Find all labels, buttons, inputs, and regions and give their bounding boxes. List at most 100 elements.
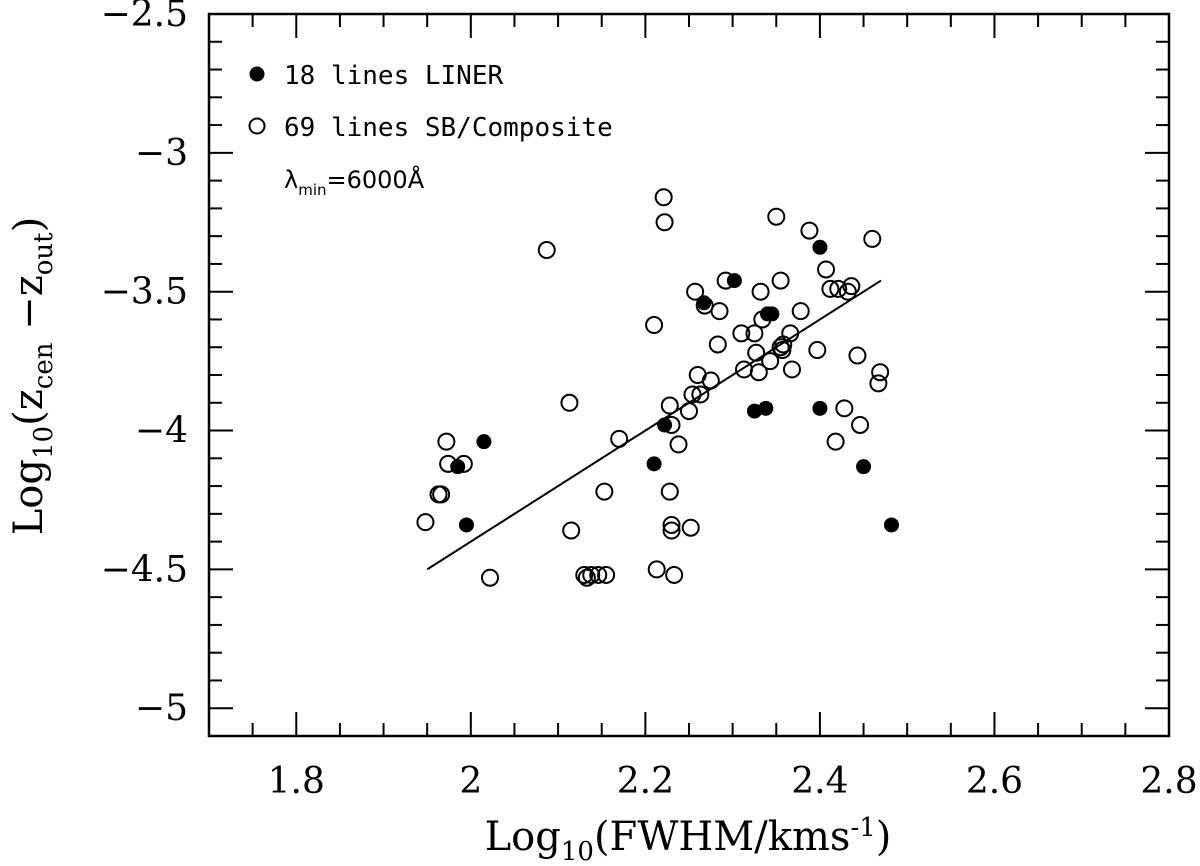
- sb-composite-point: [771, 271, 790, 290]
- sb-composite-point: [751, 282, 770, 301]
- y-title-prefix: Log: [6, 459, 52, 535]
- sb-composite-point: [732, 324, 751, 343]
- liner-point: [812, 400, 828, 416]
- y-title-subscript: 10: [29, 426, 59, 459]
- sb-composite-point: [747, 343, 766, 362]
- sb-composite-point: [871, 363, 890, 382]
- y-tick-label: −4.5: [101, 549, 188, 590]
- sb-composite-point: [695, 296, 714, 315]
- sb-composite-point: [761, 352, 780, 371]
- y-tick-label: −3: [135, 133, 188, 174]
- sb-composite-point: [683, 385, 702, 404]
- sb-composite-point: [838, 282, 857, 301]
- sb-composite-point: [851, 415, 870, 434]
- sb-composite-point: [595, 482, 614, 501]
- axis-ticks: [209, 13, 1170, 736]
- y-axis-title: Log10(zcen −zout): [6, 217, 59, 536]
- sb-composite-point: [753, 310, 772, 329]
- sb-composite-point: [681, 518, 700, 537]
- x-title-superscript: -1: [850, 813, 875, 843]
- sb-composite-point: [848, 346, 867, 365]
- sb-composite-point: [645, 316, 664, 335]
- liner-point: [883, 517, 899, 533]
- sb-composite-point: [749, 363, 768, 382]
- x-tick-label: 2.8: [1140, 761, 1197, 802]
- sb-composite-point: [781, 324, 800, 343]
- sb-composite-point: [654, 188, 673, 207]
- legend-marker-liner: [249, 66, 265, 82]
- sb-composite-point: [808, 341, 827, 360]
- sb-composite-point: [416, 513, 435, 532]
- sb-composite-point: [710, 302, 729, 321]
- sb-composite-point: [660, 396, 679, 415]
- x-title-subscript: 10: [561, 837, 594, 866]
- x-tick-label: 2.2: [617, 761, 674, 802]
- fit-line: [426, 279, 882, 571]
- sb-composite-point: [773, 341, 792, 360]
- liner-point: [812, 239, 828, 255]
- sb-composite-point: [771, 338, 790, 357]
- sb-composite-point: [734, 360, 753, 379]
- y-title-sub-out: out: [29, 232, 59, 275]
- sb-composite-point: [662, 415, 681, 434]
- legend-label-sb-composite: 69 lines SB/Composite: [284, 113, 613, 143]
- sb-composite-point: [791, 302, 810, 321]
- sb-composite-point: [835, 399, 854, 418]
- sb-composite-point: [647, 560, 666, 579]
- x-tick-label: 2.4: [791, 761, 848, 802]
- sb-composite-point: [826, 432, 845, 451]
- lambda-min-annotation: λmin=6000Å: [284, 165, 425, 199]
- sb-composite-point: [669, 435, 688, 454]
- fit-line-group: [426, 279, 882, 571]
- sb-composite-point: [691, 385, 710, 404]
- y-tick-label: −4: [135, 411, 188, 452]
- sb-composite-point: [437, 432, 456, 451]
- liner-point: [746, 403, 762, 419]
- sb-composite-point: [589, 565, 608, 584]
- sb-composite-point: [680, 402, 698, 421]
- data-points: [416, 188, 899, 587]
- sb-composite-point: [432, 485, 451, 504]
- sb-composite-point: [655, 213, 674, 232]
- sb-composite-point: [481, 568, 500, 587]
- y-tick-labels: −2.5 −3 −3.5 −4 −4.5 −5: [101, 0, 188, 729]
- x-title-end: ): [876, 814, 892, 860]
- sb-composite-point: [829, 279, 848, 298]
- x-tick-labels: 1.8 2 2.2 2.4 2.6 2.8: [268, 761, 1198, 802]
- sb-composite-point: [767, 207, 786, 226]
- sb-composite-point: [686, 282, 705, 301]
- x-tick-label: 2: [459, 761, 482, 802]
- lambda-symbol: λ: [284, 166, 298, 194]
- sb-composite-point: [817, 260, 836, 279]
- legend-marker-sb-composite: [248, 117, 266, 135]
- sb-composite-point: [800, 221, 819, 240]
- liner-point: [458, 517, 474, 533]
- y-tick-label: −3.5: [101, 272, 188, 313]
- liner-point: [476, 434, 492, 450]
- sb-composite-point: [662, 515, 681, 534]
- sb-composite-point: [577, 568, 596, 587]
- liner-point: [764, 306, 780, 322]
- sb-composite-point: [582, 565, 601, 584]
- sb-composite-point: [610, 429, 629, 448]
- lambda-subscript: min: [298, 181, 326, 199]
- sb-composite-point: [708, 335, 727, 354]
- sb-composite-point: [662, 521, 681, 540]
- x-title-prefix: Log: [485, 814, 561, 860]
- legend: 18 lines LINER 69 lines SB/Composite λmi…: [248, 61, 613, 199]
- liner-point: [646, 456, 662, 472]
- sb-composite-point: [701, 371, 720, 390]
- sb-composite-point: [597, 565, 616, 584]
- liner-point: [758, 400, 774, 416]
- sb-composite-point: [821, 279, 840, 298]
- y-title-sub-cen: cen: [29, 342, 59, 389]
- sb-composite-point: [869, 374, 888, 393]
- liner-point: [657, 417, 673, 433]
- x-title-main: (FWHM/kms: [594, 814, 850, 860]
- sb-composite-point: [660, 482, 679, 501]
- sb-composite-point: [575, 565, 594, 584]
- sb-composite-point: [562, 521, 581, 540]
- liner-point: [856, 459, 872, 475]
- y-title-open: (z: [6, 389, 52, 426]
